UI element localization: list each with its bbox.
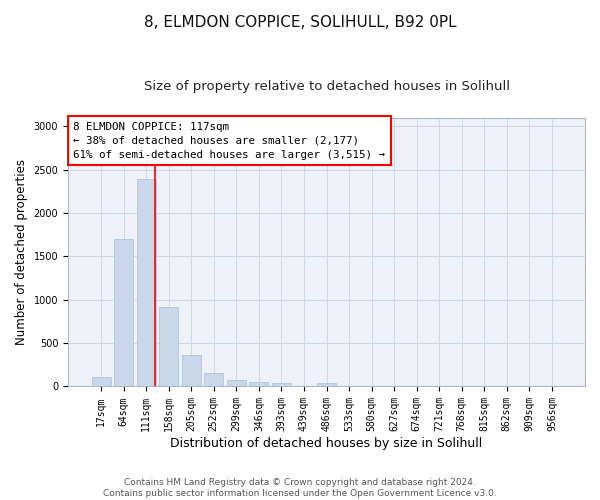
Text: Contains HM Land Registry data © Crown copyright and database right 2024.
Contai: Contains HM Land Registry data © Crown c… [103,478,497,498]
Bar [204,374,223,386]
Title: Size of property relative to detached houses in Solihull: Size of property relative to detached ho… [143,80,509,93]
X-axis label: Distribution of detached houses by size in Solihull: Distribution of detached houses by size … [170,437,482,450]
Bar [92,377,110,386]
Text: 8 ELMDON COPPICE: 117sqm
← 38% of detached houses are smaller (2,177)
61% of sem: 8 ELMDON COPPICE: 117sqm ← 38% of detach… [73,122,385,160]
Bar [182,356,201,386]
Bar [250,382,268,386]
Text: 8, ELMDON COPPICE, SOLIHULL, B92 0PL: 8, ELMDON COPPICE, SOLIHULL, B92 0PL [143,15,457,30]
Y-axis label: Number of detached properties: Number of detached properties [15,159,28,345]
Bar [137,180,156,386]
Bar [317,384,336,386]
Bar [159,306,178,386]
Bar [272,383,291,386]
Bar [227,380,246,386]
Bar [114,239,133,386]
